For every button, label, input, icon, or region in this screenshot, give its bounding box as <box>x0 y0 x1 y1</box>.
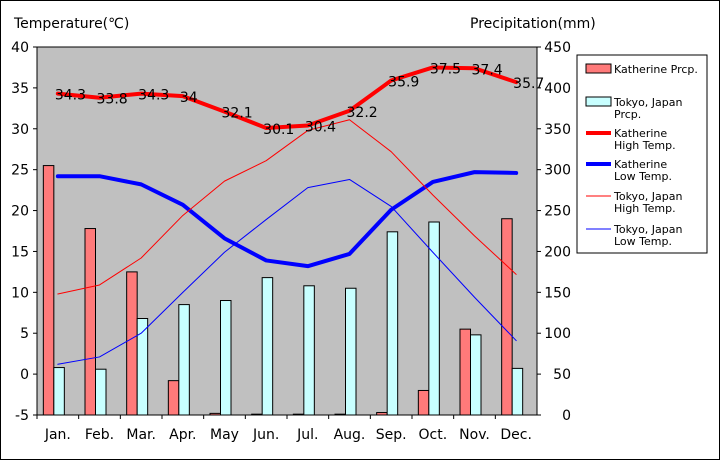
x-tick-label: May <box>210 427 239 443</box>
bar-tokyo-prcp <box>511 367 524 416</box>
right-tick-label: 250 <box>544 204 571 220</box>
right-tick-label: 100 <box>544 326 571 342</box>
left-tick-label: 5 <box>20 326 29 342</box>
bar-katherine-prcp <box>42 165 55 416</box>
right-tick-label: 50 <box>553 367 571 383</box>
left-tick-label: 30 <box>11 122 29 138</box>
data-label: 37.4 <box>472 62 503 78</box>
bar-katherine-prcp <box>417 389 430 416</box>
left-tick-label: -5 <box>15 408 29 424</box>
bar-katherine-prcp <box>84 228 96 416</box>
lines-layer <box>55 65 519 365</box>
data-label: 34.3 <box>55 88 86 104</box>
legend-label: Katherine <box>614 127 667 140</box>
bars-layer <box>42 165 524 416</box>
left-tick-label: 0 <box>20 367 29 383</box>
data-label: 30.4 <box>305 120 336 136</box>
x-tick-label: Aug. <box>334 427 366 443</box>
x-tick-label: Jan. <box>44 427 71 443</box>
data-label: 33.8 <box>97 92 128 108</box>
bar-tokyo-prcp <box>303 285 315 416</box>
right-tick-label: 150 <box>544 285 571 301</box>
x-tick-label: Mar. <box>126 427 156 443</box>
data-label: 35.7 <box>513 76 544 92</box>
left-tick-label: 25 <box>11 163 29 179</box>
data-label: 30.1 <box>263 122 294 138</box>
left-axis-title: Temperature(℃) <box>13 16 129 32</box>
axes-layer: -505101520253035400501001502002503003504… <box>11 40 571 443</box>
right-tick-label: 200 <box>544 244 571 260</box>
left-tick-label: 15 <box>11 244 29 260</box>
bar-katherine-prcp <box>459 328 471 416</box>
data-label: 34.3 <box>138 88 169 104</box>
x-tick-label: Jul. <box>296 427 318 443</box>
bar-katherine-prcp <box>167 380 180 416</box>
legend-label: Low Temp. <box>614 235 672 248</box>
legend-label: Tokyo, Japan <box>613 223 682 236</box>
x-tick-label: Oct. <box>419 427 448 443</box>
legend-swatch <box>585 96 612 107</box>
right-tick-label: 0 <box>562 408 571 424</box>
right-tick-label: 450 <box>544 40 571 56</box>
data-labels-layer: 34.3 33.8 34.3 34 32.1 30.1 30.4 32.2 35.9 37.5 37… <box>55 61 545 138</box>
left-tick-label: 35 <box>11 81 29 97</box>
right-tick-label: 400 <box>544 81 571 97</box>
bar-tokyo-prcp <box>470 334 482 416</box>
data-label: 37.5 <box>430 61 461 77</box>
data-label: 32.1 <box>222 106 253 122</box>
legend-label: High Temp. <box>614 202 676 215</box>
legend-label: Katherine <box>614 158 667 171</box>
x-tick-label: Sep. <box>376 427 407 443</box>
bar-tokyo-prcp <box>261 277 274 416</box>
legend-label: Low Temp. <box>614 170 672 183</box>
left-tick-label: 10 <box>11 285 29 301</box>
x-tick-label: Dec. <box>500 427 532 443</box>
series-line-3 <box>57 178 517 365</box>
legend: Katherine Prcp.Tokyo, JapanPrcp.Katherin… <box>576 54 708 254</box>
legend-label: High Temp. <box>614 139 676 152</box>
bar-katherine-prcp <box>126 271 138 416</box>
right-tick-label: 300 <box>544 163 571 179</box>
series-line-2 <box>57 119 517 295</box>
data-label: 34 <box>180 90 198 106</box>
series-line-0 <box>55 65 519 130</box>
data-label: 32.2 <box>347 105 378 121</box>
bar-tokyo-prcp <box>428 221 440 416</box>
series-line-1 <box>55 170 519 269</box>
legend-label: Katherine Prcp. <box>614 63 698 76</box>
bar-katherine-prcp <box>251 413 263 416</box>
left-tick-label: 20 <box>11 204 29 220</box>
x-tick-label: Apr. <box>169 427 196 443</box>
bar-katherine-prcp <box>376 412 388 416</box>
bar-tokyo-prcp <box>178 304 190 416</box>
right-tick-label: 350 <box>544 122 571 138</box>
x-tick-label: Jun. <box>252 427 279 443</box>
bar-katherine-prcp <box>334 413 346 416</box>
x-tick-label: Feb. <box>85 427 114 443</box>
bar-tokyo-prcp <box>136 318 149 416</box>
x-tick-label: Nov. <box>459 427 490 443</box>
bar-tokyo-prcp <box>220 300 232 416</box>
plot-area <box>36 46 538 416</box>
legend-label: Tokyo, Japan <box>613 190 682 203</box>
right-axis-title: Precipitation(mm) <box>470 16 596 32</box>
legend-box <box>576 54 708 254</box>
bar-tokyo-prcp <box>95 368 107 416</box>
left-tick-label: 40 <box>11 40 29 56</box>
legend-swatch <box>585 63 612 74</box>
bar-katherine-prcp <box>501 218 513 416</box>
legend-label: Prcp. <box>614 108 641 121</box>
bar-tokyo-prcp <box>386 231 399 416</box>
bar-tokyo-prcp <box>53 367 65 416</box>
bar-katherine-prcp <box>292 413 305 416</box>
legend-label: Tokyo, Japan <box>613 96 682 109</box>
bar-tokyo-prcp <box>345 287 357 416</box>
data-label: 35.9 <box>388 75 419 91</box>
bar-katherine-prcp <box>209 412 221 416</box>
